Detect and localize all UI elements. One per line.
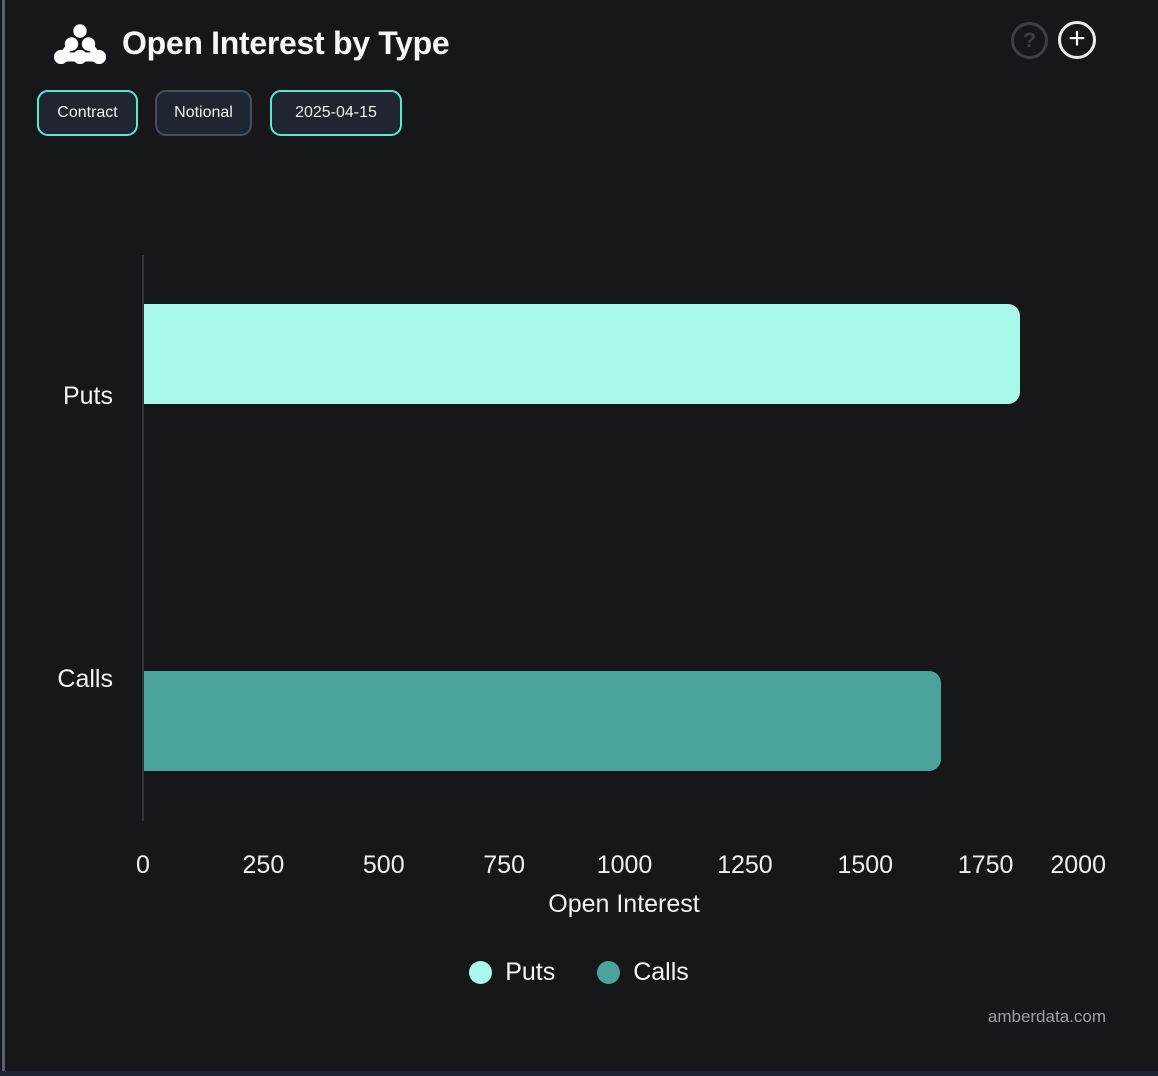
contract-toggle-label: Contract — [57, 104, 118, 121]
x-tick-label: 0 — [136, 851, 150, 879]
notional-toggle-button[interactable]: Notional — [155, 90, 252, 136]
amberdata-dots-logo-icon — [54, 24, 106, 64]
watermark-text: amberdata.com — [987, 1007, 1106, 1026]
category-label-puts: Puts — [62, 382, 113, 411]
y-axis-line — [142, 255, 144, 821]
legend-item-calls[interactable]: Calls — [597, 958, 689, 987]
notional-toggle-label: Notional — [174, 104, 233, 121]
x-tick-label: 500 — [362, 851, 405, 879]
x-tick-label: 2000 — [1050, 851, 1106, 879]
chart-legend: Puts Calls — [0, 958, 1158, 987]
legend-item-puts[interactable]: Puts — [469, 958, 555, 987]
panel-left-border — [2, 0, 5, 1076]
x-tick-label: 1000 — [596, 851, 653, 879]
help-button[interactable]: ? — [1011, 22, 1048, 59]
bar-calls[interactable] — [144, 671, 941, 772]
panel-bottom-border — [0, 1071, 1158, 1076]
legend-label: Puts — [505, 958, 556, 986]
page-title: Open Interest by Type — [122, 25, 450, 61]
x-tick-label: 1250 — [717, 851, 773, 879]
legend-swatch-icon — [597, 961, 621, 984]
question-mark-icon: ? — [1023, 28, 1036, 52]
legend-label: Calls — [633, 958, 689, 986]
add-button[interactable]: + — [1058, 21, 1096, 59]
x-tick-label: 1750 — [957, 851, 1014, 879]
contract-toggle-button[interactable]: Contract — [37, 90, 138, 136]
bar-puts[interactable] — [144, 303, 1021, 404]
x-axis-title: Open Interest — [548, 890, 700, 918]
date-selector-button[interactable]: 2025-04-15 — [270, 90, 402, 136]
x-tick-label: 750 — [483, 851, 525, 879]
category-label-calls: Calls — [57, 664, 113, 693]
x-tick-label: 250 — [242, 851, 285, 879]
plus-icon: + — [1068, 21, 1086, 55]
date-selector-label: 2025-04-15 — [295, 104, 377, 121]
x-tick-label: 1500 — [837, 851, 894, 879]
legend-swatch-icon — [469, 961, 493, 984]
